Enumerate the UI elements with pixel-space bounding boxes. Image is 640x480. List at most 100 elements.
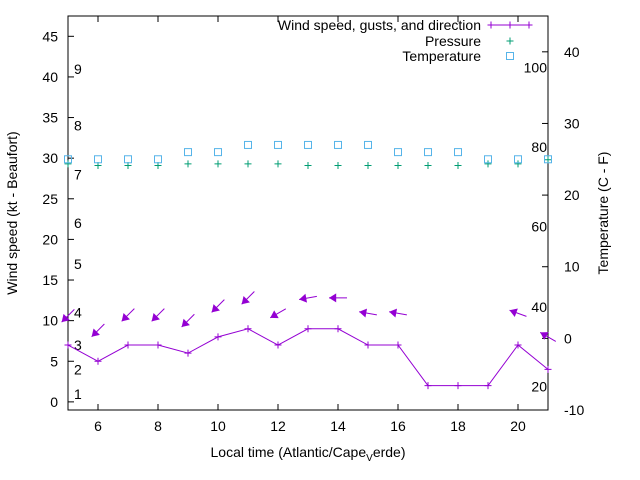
wind-direction-arrow	[389, 308, 407, 318]
wind-speed-line	[67, 328, 549, 387]
wind-direction-arrow	[241, 291, 255, 305]
y2-tick-label: 20	[564, 187, 580, 203]
wind-speed-point	[94, 357, 102, 365]
y2-tick-label: 30	[564, 115, 580, 131]
wind-direction-arrow	[539, 331, 557, 342]
pressure-point	[484, 160, 492, 168]
x-tick-label: 14	[330, 418, 346, 434]
legend-label: Temperature	[402, 48, 481, 64]
wind-direction-arrow	[181, 313, 195, 328]
temperature-point	[454, 148, 462, 157]
wind-speed-point	[334, 325, 342, 333]
temperature-point	[64, 155, 72, 164]
temperature-point	[244, 140, 252, 149]
wind-direction-arrow	[61, 309, 75, 323]
wind-direction-arrow	[121, 308, 135, 322]
temperature-point	[304, 140, 312, 149]
y-axis-label: Wind speed (kt - Beaufort)	[4, 131, 20, 294]
fahrenheit-label: 40	[531, 299, 547, 315]
y-tick-label: 5	[50, 353, 58, 369]
pressure-point	[334, 161, 342, 169]
y-tick-label: 25	[42, 191, 58, 207]
pressure-point	[514, 160, 522, 168]
wind-speed-point	[304, 325, 312, 333]
wind-speed-point	[544, 365, 552, 373]
x-tick-label: 6	[94, 418, 102, 434]
pressure-point	[364, 161, 372, 169]
wind-direction-arrow	[269, 308, 287, 319]
wind-direction-arrow	[509, 308, 527, 317]
temperature-point	[484, 155, 492, 164]
y-tick-label: 0	[50, 394, 58, 410]
fahrenheit-label: 100	[524, 60, 548, 76]
wind-direction-arrow	[91, 323, 105, 338]
pressure-point	[424, 161, 432, 169]
y-tick-label: 15	[42, 272, 58, 288]
y2-axis-label: Temperature (C - F)	[595, 152, 611, 275]
pressure-point	[394, 161, 402, 169]
temperature-point	[334, 140, 342, 149]
wind-speed-point	[484, 382, 492, 390]
wind-speed-point	[64, 341, 72, 349]
legend-marker	[487, 21, 495, 29]
wind-speed-point	[394, 341, 402, 349]
x-tick-label: 20	[510, 418, 526, 434]
wind-direction-arrow	[151, 308, 165, 322]
temperature-point	[154, 155, 162, 164]
x-tick-label: 18	[450, 418, 466, 434]
legend-marker	[506, 37, 514, 45]
y2-tick-label: 10	[564, 259, 580, 275]
pressure-point	[304, 161, 312, 169]
y-tick-label: 40	[42, 69, 58, 85]
temperature-point	[124, 155, 132, 164]
wind-speed-point	[454, 382, 462, 390]
temperature-point	[214, 148, 222, 157]
y2-tick-label: -10	[564, 402, 584, 418]
beaufort-label: 6	[74, 215, 82, 231]
y-tick-label: 30	[42, 150, 58, 166]
pressure-point	[184, 160, 192, 168]
temperature-point	[364, 140, 372, 149]
wind-direction-arrow	[299, 293, 317, 303]
y-tick-label: 20	[42, 231, 58, 247]
legend-marker	[525, 21, 533, 29]
temperature-point	[184, 148, 192, 157]
y-tick-label: 35	[42, 110, 58, 126]
beaufort-label: 4	[74, 305, 82, 321]
legend-label: Pressure	[425, 33, 481, 49]
y-tick-label: 10	[42, 313, 58, 329]
temperature-point	[544, 155, 552, 164]
legend-label: Wind speed, gusts, and direction	[278, 17, 481, 33]
y2-tick-label: 40	[564, 44, 580, 60]
x-tick-label: 16	[390, 418, 406, 434]
y2-tick-label: 0	[564, 330, 572, 346]
beaufort-label: 2	[74, 361, 82, 377]
wind-speed-point	[514, 341, 522, 349]
x-tick-label: 12	[270, 418, 286, 434]
fahrenheit-label: 20	[531, 378, 547, 394]
fahrenheit-label: 60	[531, 219, 547, 235]
fahrenheit-label: 80	[531, 139, 547, 155]
wind-speed-point	[274, 341, 282, 349]
x-tick-label: 8	[154, 418, 162, 434]
beaufort-label: 3	[74, 337, 82, 353]
wind-speed-point	[124, 341, 132, 349]
temperature-point	[424, 148, 432, 157]
pressure-point	[64, 160, 72, 168]
temperature-point	[514, 155, 522, 164]
y-tick-label: 45	[42, 28, 58, 44]
wind-speed-point	[154, 341, 162, 349]
wind-speed-point	[244, 325, 252, 333]
wind-speed-point	[184, 349, 192, 357]
pressure-point	[454, 161, 462, 169]
pressure-point	[274, 160, 282, 168]
beaufort-label: 5	[74, 256, 82, 272]
temperature-point	[274, 140, 282, 149]
wind-speed-point	[424, 382, 432, 390]
beaufort-label: 8	[74, 118, 82, 134]
plot-frame	[67, 15, 549, 411]
wind-direction-arrow	[329, 293, 347, 303]
x-tick-label: 10	[210, 418, 226, 434]
x-axis-label: Local time (Atlantic/CapeVerde)	[211, 444, 406, 464]
